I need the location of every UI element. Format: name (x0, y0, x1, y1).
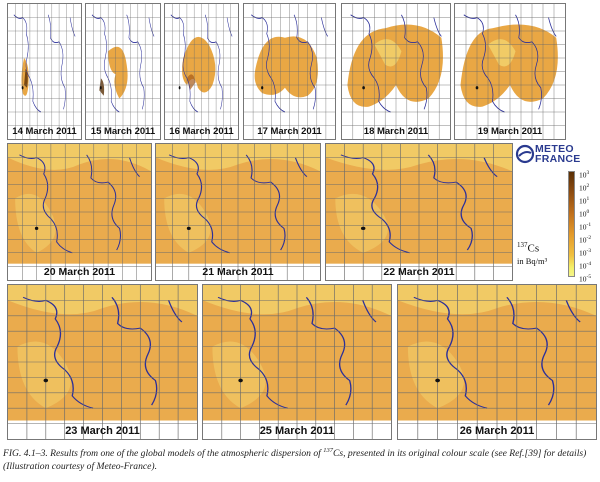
cesium-plume (254, 36, 318, 98)
map-panel: 26 March 2011 (397, 284, 597, 440)
species-mass: 137 (517, 241, 528, 249)
source-marker (186, 226, 191, 230)
cesium-plume (347, 24, 443, 107)
color-scale-bar (568, 171, 575, 277)
cesium-plume (182, 36, 216, 93)
caption-sup: 137 (323, 447, 333, 454)
lat-lon-grid (244, 4, 335, 139)
lat-lon-grid (8, 144, 151, 280)
caption-part-2: Cs, presented in its original colour sca… (3, 448, 587, 473)
species-element: Cs (527, 242, 540, 255)
scale-tick-label: 10-4 (579, 261, 592, 271)
lat-lon-grid (8, 285, 197, 439)
meteo-france-logo: METEO FRANCE (515, 143, 597, 165)
source-marker (238, 378, 243, 383)
panel-date-label: 22 March 2011 (383, 266, 455, 278)
cesium-plume (21, 58, 29, 96)
map-panel: 16 March 2011 (164, 3, 239, 140)
legend: METEO FRANCE 103 102 101 100 10-1 10-2 10-3 10-… (515, 143, 597, 283)
map-panel: 20 March 2011 (7, 143, 152, 281)
dispersion-map (8, 144, 151, 280)
unit-label: in Bq/m³ (517, 256, 548, 266)
panel-date-label: 25 March 2011 (259, 425, 335, 437)
dispersion-map (156, 144, 320, 280)
map-panel: 23 March 2011 (7, 284, 198, 440)
source-marker (261, 86, 264, 90)
panel-date-label: 26 March 2011 (459, 425, 535, 437)
panel-date-label: 21 March 2011 (202, 266, 274, 278)
lat-lon-grid (342, 4, 450, 139)
dispersion-map (8, 4, 81, 139)
lat-lon-grid (398, 285, 596, 439)
panel-date-label: 15 March 2011 (90, 126, 156, 137)
scale-tick-label: 103 (579, 170, 590, 180)
lat-lon-grid (326, 144, 512, 280)
logo-line-2: FRANCE (535, 153, 581, 165)
source-marker (435, 378, 440, 383)
panel-date-label: 18 March 2011 (363, 126, 429, 137)
panel-date-label: 17 March 2011 (257, 126, 322, 137)
map-panel: 17 March 2011 (243, 3, 336, 140)
panel-date-label: 23 March 2011 (65, 425, 140, 437)
cesium-plume (460, 24, 558, 107)
map-panel: 19 March 2011 (454, 3, 566, 140)
scale-tick-label: 101 (579, 196, 590, 206)
lat-lon-grid (156, 144, 320, 280)
map-panel: 14 March 2011 (7, 3, 82, 140)
source-marker (475, 86, 479, 90)
map-panel: 21 March 2011 (155, 143, 321, 281)
scale-tick-label: 10-1 (579, 222, 592, 232)
dispersion-map (203, 285, 391, 439)
panel-date-label: 19 March 2011 (477, 126, 543, 137)
panel-date-label: 16 March 2011 (169, 126, 234, 137)
lat-lon-grid (203, 285, 391, 439)
scale-tick-label: 102 (579, 183, 590, 193)
panel-date-label: 20 March 2011 (43, 266, 116, 278)
dispersion-map (8, 285, 197, 439)
map-panel: 25 March 2011 (202, 284, 392, 440)
scale-tick-label: 10-2 (579, 235, 592, 245)
source-marker (21, 86, 24, 90)
panel-date-label: 14 March 2011 (12, 126, 77, 137)
globe-icon (515, 144, 535, 164)
cesium-plume (99, 46, 128, 99)
dispersion-map (455, 4, 565, 139)
dispersion-map (86, 4, 160, 139)
source-marker (99, 86, 102, 90)
source-marker (362, 86, 365, 90)
figure-caption: FIG. 4.1–3. Results from one of the glob… (3, 444, 597, 473)
lat-lon-grid (86, 4, 160, 139)
source-marker (43, 378, 49, 383)
logo-line-1: METEO (535, 143, 574, 155)
dispersion-map (398, 285, 596, 439)
map-panel: 22 March 2011 (325, 143, 513, 281)
scale-tick-label: 100 (579, 209, 590, 219)
dispersion-map (326, 144, 512, 280)
lat-lon-grid (455, 4, 565, 139)
caption-part-1: FIG. 4.1–3. Results from one of the glob… (3, 448, 324, 460)
map-panel: 15 March 2011 (85, 3, 161, 140)
source-marker (34, 226, 39, 230)
scale-tick-label: 10-5 (579, 274, 592, 284)
scale-tick-label: 10-3 (579, 248, 592, 258)
map-panel: 18 March 2011 (341, 3, 451, 140)
species-label: 137Cs (517, 241, 539, 255)
lat-lon-grid (165, 4, 238, 139)
dispersion-map (342, 4, 450, 139)
source-marker (360, 226, 366, 230)
dispersion-map (165, 4, 238, 139)
dispersion-map (244, 4, 335, 139)
lat-lon-grid (8, 4, 81, 139)
source-marker (178, 86, 181, 90)
